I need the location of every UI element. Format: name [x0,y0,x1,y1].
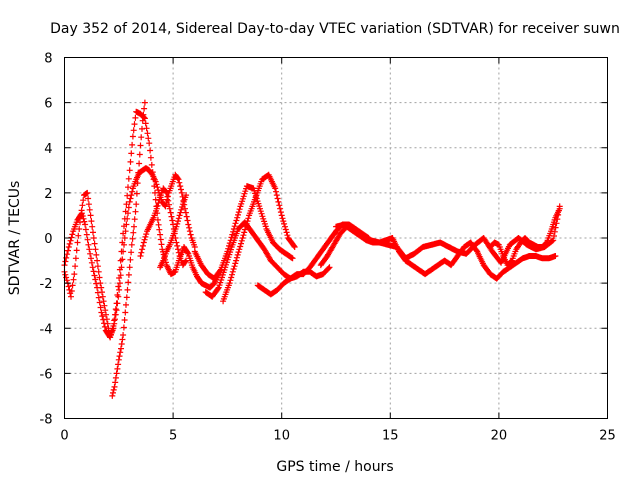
y-tick-label: 0 [44,232,52,247]
x-tick-label: 0 [60,429,68,444]
x-tick-label: 15 [382,429,399,444]
y-tick-label: 4 [44,142,52,157]
axis-ticks: 0 5 10 15 20 25 -8 -6 -4 -2 0 2 4 6 8 [40,52,616,444]
data-point-markers [157,192,190,271]
y-axis-label: SDTVAR / TECUs [7,181,23,296]
x-tick-label: 5 [169,429,177,444]
series-track-h [220,171,298,305]
y-tick-label: -8 [40,413,53,428]
series-track-c [109,99,148,399]
x-tick-label: 20 [491,429,508,444]
data-point-markers [333,203,563,266]
series-track-a [61,108,222,341]
y-tick-label: 2 [44,187,52,202]
chart-title: Day 352 of 2014, Sidereal Day-to-day VTE… [50,21,620,37]
y-tick-label: -2 [40,277,53,292]
series-track-k [333,203,563,266]
x-tick-label: 10 [273,429,290,444]
y-tick-label: -4 [40,322,53,337]
plot-points [61,99,563,399]
data-point-markers [487,205,563,269]
series-track-d [137,185,190,269]
y-tick-label: -6 [40,367,53,382]
y-tick-label: 8 [44,52,52,67]
y-tick-label: 6 [44,97,52,112]
data-point-markers [61,108,222,341]
x-tick-label: 25 [599,429,616,444]
x-axis-label: GPS time / hours [276,459,393,475]
data-point-markers [220,171,298,305]
data-point-markers [109,99,148,399]
series-track-e [157,192,190,271]
data-point-markers [137,185,190,269]
series-track-l [487,205,563,269]
